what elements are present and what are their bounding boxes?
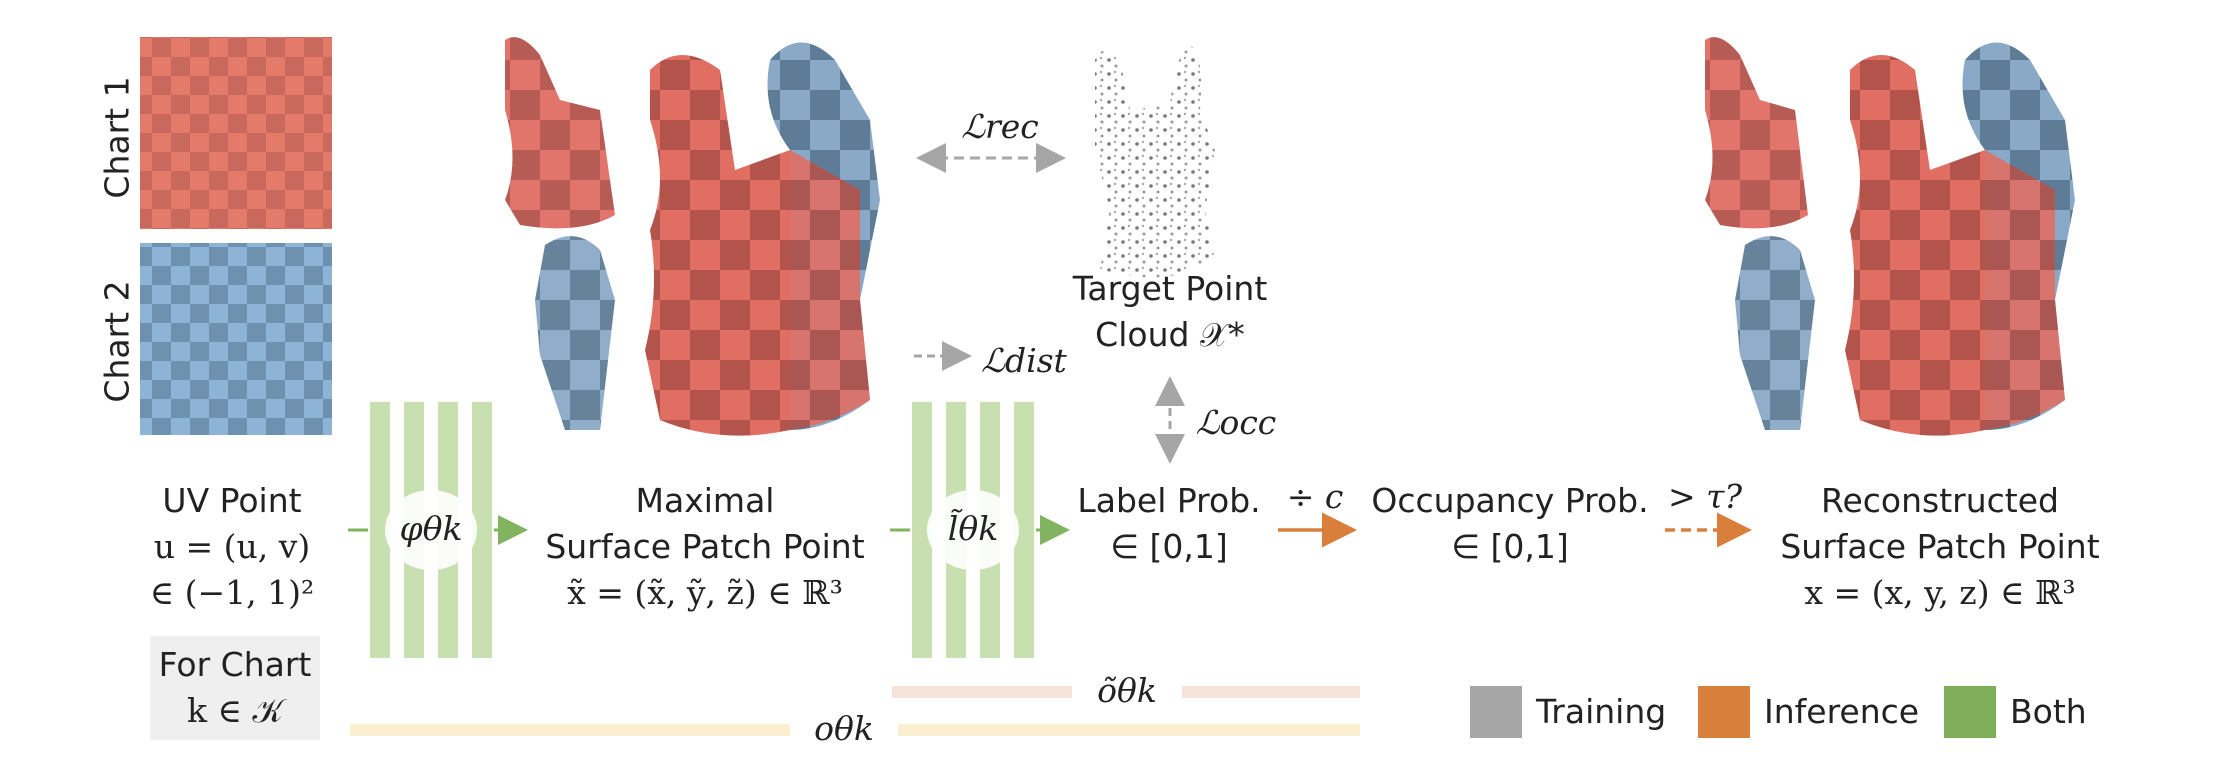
legend-both-label: Both [2010,692,2087,731]
for-chart-line1: For Chart [158,645,312,684]
legend-training-label: Training [1536,692,1667,731]
o-label: oθk [814,709,874,748]
div-c-label: ÷ c [1286,477,1344,516]
chart-1-texture [140,37,332,229]
o-tilde-label: õθk [1097,671,1157,710]
reconstructed-line2: Surface Patch Point [1780,527,2100,566]
reconstructed-surface-blue-small [1735,236,1815,430]
reconstructed-eq: x = (x, y, z) ∈ ℝ³ [1804,573,2076,612]
uv-point-range: ∈ (−1, 1)² [149,573,315,612]
legend-inference-swatch [1698,686,1750,738]
loss-dist: ℒdist [981,341,1067,380]
loss-occ: ℒocc [1195,403,1277,442]
l-tilde-label: l̃θk [947,509,999,548]
maximal-line1: Maximal [635,481,775,520]
threshold-label: > τ? [1667,477,1743,516]
target-line2: Cloud 𝒳* [1095,315,1245,354]
chart-1-label: Chart 1 [97,76,137,199]
phi-network-block [370,402,492,658]
chart-2-texture [140,243,332,435]
maximal-surface-blue-small [535,236,615,430]
occupancy-line2: ∈ [0,1] [1451,527,1569,566]
legend-both-swatch [1944,686,1996,738]
legend-inference-label: Inference [1764,692,1920,731]
legend-training-swatch [1470,686,1522,738]
occupancy-line1: Occupancy Prob. [1371,481,1649,520]
maximal-line2: Surface Patch Point [545,527,865,566]
chart-2-label: Chart 2 [97,280,137,403]
maximal-eq: x̃ = (x̃, ỹ, z̃) ∈ ℝ³ [567,573,843,612]
maximal-surface-garment [645,42,880,436]
maximal-surface-red-small [505,37,615,229]
uv-point-eq: u = (u, v) [153,527,311,566]
reconstructed-line1: Reconstructed [1821,481,2059,520]
reconstructed-surface-garment [1845,42,2075,436]
phi-label: φθk [399,509,463,548]
for-chart-box [150,636,320,740]
uv-point-title: UV Point [162,481,302,520]
label-prob-line1: Label Prob. [1077,481,1261,520]
target-line1: Target Point [1072,269,1268,308]
target-point-cloud [1095,45,1215,280]
for-chart-line2: k ∈ 𝒦 [186,691,284,730]
reconstructed-surface-red-small [1705,37,1808,229]
label-prob-line2: ∈ [0,1] [1110,527,1228,566]
loss-rec: ℒrec [961,107,1039,146]
l-network-block [912,402,1034,658]
